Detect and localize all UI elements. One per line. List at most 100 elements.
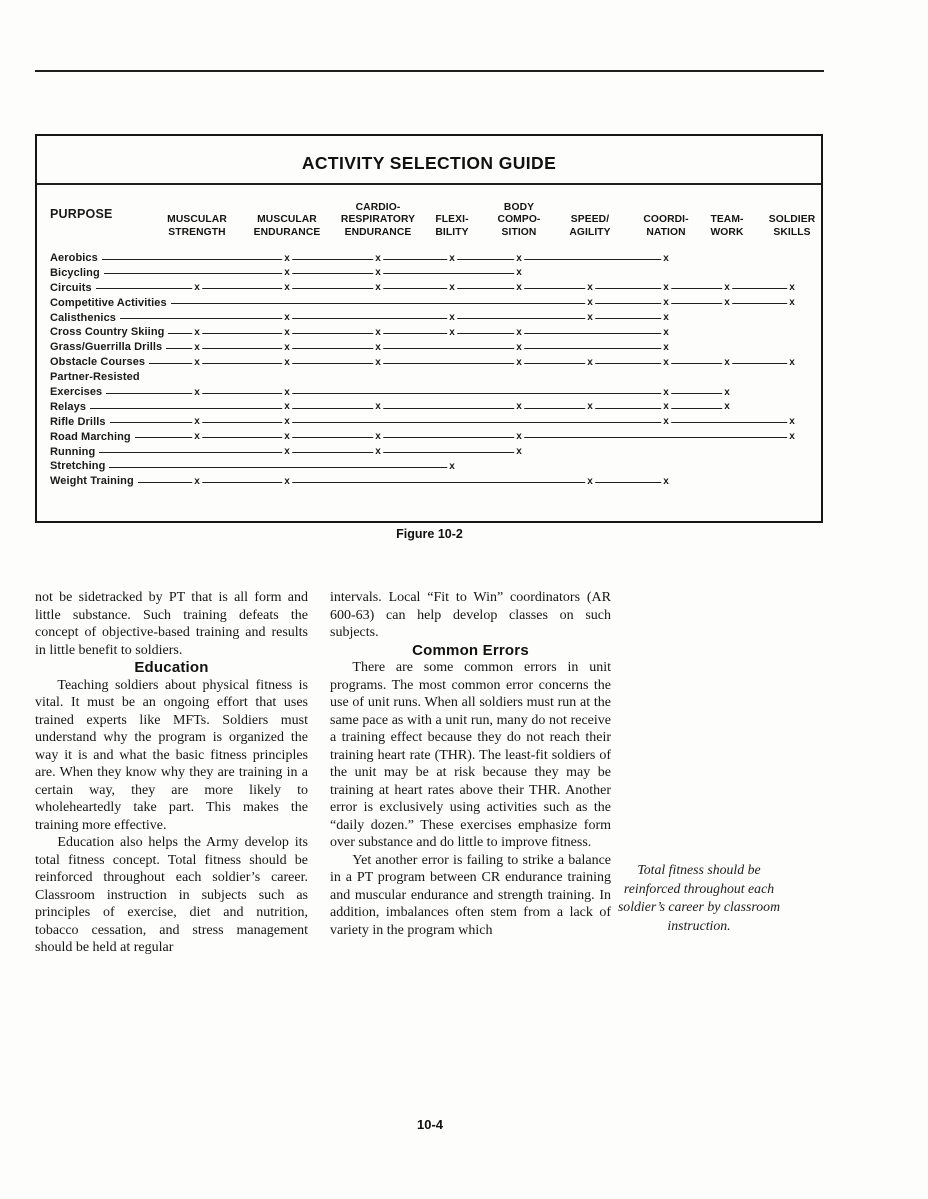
activity-mark: x xyxy=(282,267,292,280)
activity-mark: x xyxy=(787,416,797,429)
paragraph: Yet another error is failing to strike a… xyxy=(330,852,611,938)
activity-mark: x xyxy=(661,356,671,370)
purpose-header: PURPOSE xyxy=(50,207,113,221)
table-row: Exercises x x x x xyxy=(37,385,821,400)
table-row: Weight Training x x x x xyxy=(37,474,821,489)
activity-mark: x xyxy=(192,475,202,489)
activity-mark: x xyxy=(787,282,797,295)
activity-mark: x xyxy=(661,252,671,265)
activity-mark: x xyxy=(722,401,732,414)
activity-mark: x xyxy=(373,267,383,280)
connector-line xyxy=(50,422,792,424)
activity-mark: x xyxy=(282,252,292,265)
activity-mark: x xyxy=(661,326,671,340)
activity-mark: x xyxy=(282,326,292,340)
activity-label: Rifle Drills xyxy=(50,415,110,428)
activity-mark: x xyxy=(585,356,595,370)
activity-mark: x xyxy=(514,252,524,265)
activity-mark: x xyxy=(282,356,292,370)
connector-line xyxy=(50,288,792,290)
activity-mark: x xyxy=(447,282,457,295)
figure-title: ACTIVITY SELECTION GUIDE xyxy=(301,153,557,173)
activity-mark: x xyxy=(787,356,797,370)
activity-mark: x xyxy=(514,401,524,414)
activity-mark: x xyxy=(282,416,292,429)
activity-label: Running xyxy=(50,445,100,458)
activity-mark: x xyxy=(447,460,457,474)
activity-mark: x xyxy=(282,446,292,459)
activity-mark: x xyxy=(514,431,524,444)
activity-label: Competitive Activities xyxy=(50,296,171,309)
activity-mark: x xyxy=(661,297,671,310)
activity-mark: x xyxy=(722,297,732,310)
activity-mark: x xyxy=(722,282,732,295)
activity-mark: x xyxy=(447,326,457,340)
activity-selection-guide-figure: ACTIVITY SELECTION GUIDE PURPOSE MUSCULA… xyxy=(35,134,823,523)
activity-mark: x xyxy=(282,386,292,400)
activity-rows: Aerobics x x x x x Bicycling x x x Circuits x x x x x x x… xyxy=(37,248,821,489)
figure-caption: Figure 10-2 xyxy=(396,527,463,541)
column-header: TEAM- WORK xyxy=(710,214,744,238)
activity-label: Exercises xyxy=(50,386,107,399)
table-row: Calisthenics x x x x xyxy=(37,311,821,326)
activity-mark: x xyxy=(787,297,797,310)
section-heading-education: Education xyxy=(134,659,209,676)
column-header: SPEED/ AGILITY xyxy=(569,214,611,238)
activity-label: Circuits xyxy=(50,281,96,294)
activity-mark: x xyxy=(373,401,383,414)
connector-line xyxy=(50,303,792,305)
activity-mark: x xyxy=(373,356,383,370)
paragraph: Education also helps the Army develop it… xyxy=(35,835,308,955)
activity-mark: x xyxy=(192,431,202,444)
table-row: Road Marching x x x x x xyxy=(37,430,821,445)
activity-mark: x xyxy=(373,326,383,340)
connector-line xyxy=(50,437,792,439)
activity-mark: x xyxy=(282,341,292,355)
activity-mark: x xyxy=(282,401,292,414)
paragraph: Teaching soldiers about physical fitness… xyxy=(35,677,308,833)
activity-label: Aerobics xyxy=(50,252,102,264)
table-row: Running x x x xyxy=(37,445,821,460)
paragraph: not be sidetracked by PT that is all for… xyxy=(35,590,308,658)
activity-mark: x xyxy=(585,282,595,295)
activity-mark: x xyxy=(585,312,595,325)
connector-line xyxy=(50,362,792,364)
connector-line xyxy=(50,392,727,394)
table-row: Partner-Resisted xyxy=(37,370,821,385)
connector-line xyxy=(50,347,666,349)
activity-mark: x xyxy=(282,475,292,489)
activity-mark: x xyxy=(373,431,383,444)
table-row: Grass/Guerrilla Drills x x x x x xyxy=(37,340,821,355)
activity-label: Cross Country Skiing xyxy=(50,326,169,339)
column-header: SOLDIER SKILLS xyxy=(768,214,816,238)
connector-line xyxy=(50,481,666,483)
connector-line xyxy=(50,407,727,409)
connector-line xyxy=(50,467,452,469)
activity-mark: x xyxy=(661,312,671,325)
paragraph: There are some common errors in unit pro… xyxy=(330,660,611,850)
activity-mark: x xyxy=(192,341,202,355)
table-row: Obstacle Courses x x x x x x x x xyxy=(37,355,821,370)
activity-mark: x xyxy=(373,446,383,459)
activity-mark: x xyxy=(192,416,202,429)
activity-mark: x xyxy=(447,312,457,325)
column-header: FLEXI- BILITY xyxy=(435,214,469,238)
column-header: MUSCULAR STRENGTH xyxy=(167,214,227,238)
activity-mark: x xyxy=(585,475,595,489)
table-header: PURPOSE MUSCULAR STRENGTH MUSCULAR ENDURA… xyxy=(37,184,821,248)
activity-mark: x xyxy=(373,252,383,265)
text-column-left: not be sidetracked by PT that is all for… xyxy=(35,589,308,957)
activity-mark: x xyxy=(585,297,595,310)
activity-mark: x xyxy=(514,282,524,295)
column-header: MUSCULAR ENDURANCE xyxy=(253,214,321,238)
connector-line xyxy=(50,333,666,335)
activity-mark: x xyxy=(192,386,202,400)
activity-mark: x xyxy=(661,401,671,414)
activity-label: Partner-Resisted xyxy=(50,371,144,384)
column-header: BODY COMPO- SITION xyxy=(497,202,541,238)
activity-mark: x xyxy=(514,267,524,280)
page-header-rule xyxy=(35,70,824,72)
activity-mark: x xyxy=(722,386,732,400)
activity-mark: x xyxy=(373,282,383,295)
